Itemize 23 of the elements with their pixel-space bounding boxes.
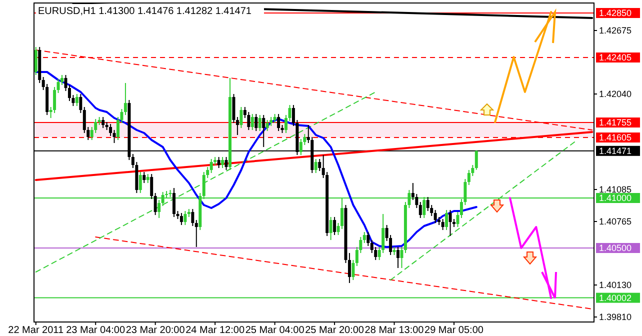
ref-line-label: 1.41605 (599, 132, 632, 143)
x-tick-label: 28 Mar 13:00 (364, 325, 424, 336)
y-tick-label: 1.42040 (599, 89, 632, 100)
x-tick-label: 22 Mar 2011 (8, 325, 64, 336)
x-tick-label: 24 Mar 12:00 (186, 325, 245, 336)
ref-line-label: 1.41000 (599, 193, 632, 204)
x-tick-label: 23 Mar 04:00 (66, 325, 126, 336)
ref-line-label: 1.42850 (599, 8, 632, 18)
x-tick-label: 29 Mar 05:00 (424, 325, 484, 336)
ref-line-label: 1.41471 (599, 146, 632, 156)
y-tick-label: 1.40130 (599, 280, 632, 290)
ref-line-label: 1.41755 (599, 118, 632, 128)
y-tick-label: 1.40765 (599, 216, 632, 227)
x-tick-label: 25 Mar 04:00 (245, 325, 305, 336)
chart-title: EURUSD,H1 1.41300 1.41476 1.41282 1.41471 (38, 6, 252, 17)
y-tick-label: 1.41085 (599, 184, 632, 195)
ref-line-label: 1.42405 (599, 52, 632, 63)
x-tick-label: 23 Mar 20:00 (126, 325, 186, 336)
ref-line-label: 1.40500 (599, 243, 632, 254)
y-tick-label: 1.39810 (599, 312, 632, 322)
y-tick-label: 1.42675 (599, 26, 632, 36)
x-tick-label: 25 Mar 20:00 (305, 325, 364, 336)
ref-line-label: 1.40002 (599, 292, 632, 303)
